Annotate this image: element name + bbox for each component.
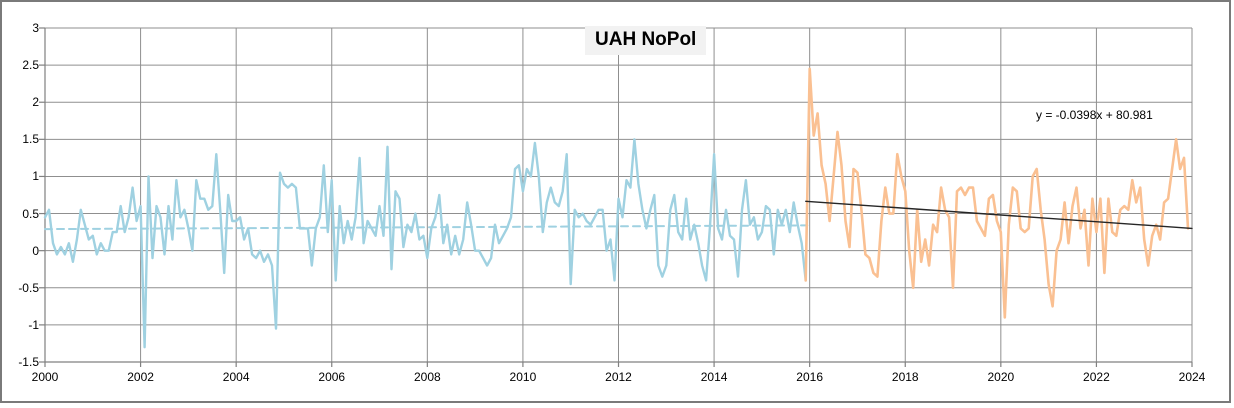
chart-title: UAH NoPol	[585, 26, 707, 55]
x-axis-tick-label: 2010	[509, 370, 537, 384]
series-monthly-anomaly-2016-2023	[804, 67, 1190, 319]
y-axis-tick-label: 1.5	[22, 132, 39, 147]
trend-equation-label: y = -0.0398x + 80.981	[1036, 108, 1153, 122]
y-axis-tick-label: -1	[28, 317, 39, 332]
x-axis-tick-label: 2020	[987, 370, 1015, 384]
y-axis-tick-label: 3	[32, 21, 39, 35]
x-axis-tick-label: 2008	[413, 370, 441, 384]
x-axis-tick-label: 2024	[1178, 370, 1206, 384]
y-axis-tick-label: 2.5	[22, 58, 39, 73]
series-monthly-anomaly-2000-2015	[43, 138, 807, 349]
x-axis-tick-label: 2004	[222, 370, 250, 384]
y-axis-tick-label: -1.5	[18, 355, 39, 369]
series-linear-trend-2016-2023	[805, 200, 1193, 230]
x-axis-tick-label: 2018	[891, 370, 919, 384]
y-axis-tick-label: 1	[32, 169, 39, 184]
x-axis-tick-label: 2000	[31, 370, 59, 384]
y-axis-tick-label: 0.5	[22, 206, 39, 221]
x-axis-tick-label: 2016	[796, 370, 823, 384]
y-axis-tick-label: 0	[32, 243, 39, 258]
y-axis-tick-label: -0.5	[18, 280, 39, 295]
x-axis-tick-label: 2012	[605, 370, 632, 384]
x-axis-tick-label: 2022	[1083, 370, 1110, 384]
x-axis-tick-label: 2014	[700, 370, 728, 384]
x-axis-tick-label: 2002	[127, 370, 154, 384]
y-axis-tick-label: 2	[32, 95, 39, 110]
series-mean-line-2000-2015	[44, 224, 809, 231]
x-axis-tick-label: 2006	[318, 370, 346, 384]
